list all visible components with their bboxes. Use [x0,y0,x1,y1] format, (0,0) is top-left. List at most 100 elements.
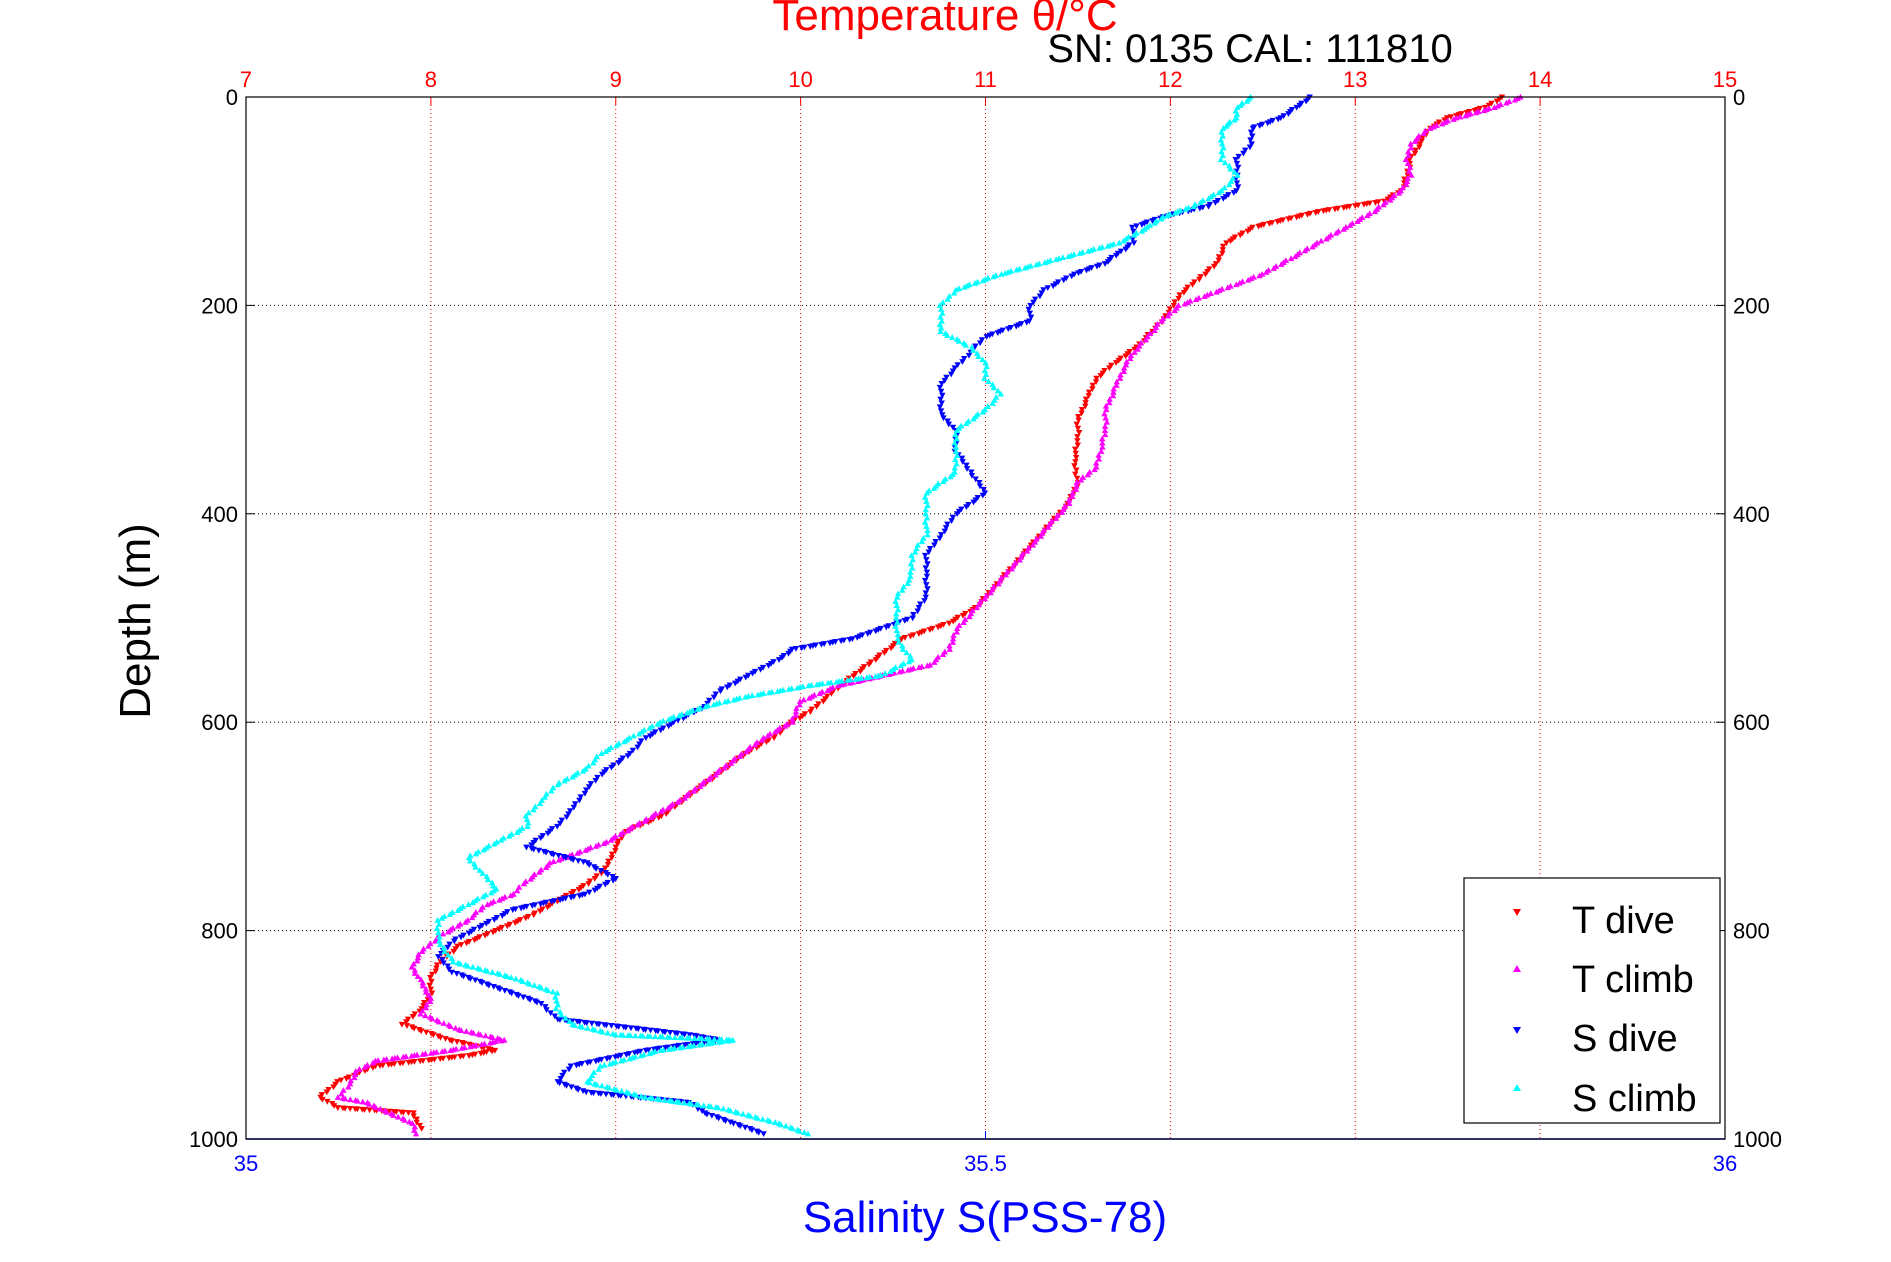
t-climb-point [1101,410,1108,417]
s-climb-point [554,781,561,788]
t-climb-point [447,1047,454,1053]
s-climb-point [691,1035,698,1041]
s-climb-point [484,876,492,883]
s-climb-point [921,518,929,525]
s-climb-point [990,384,997,391]
t-dive-point [612,848,619,854]
t-climb-point [486,1039,494,1046]
legend-entry-t-dive: T dive [1513,900,1675,942]
s-climb-point [765,689,773,696]
s-climb-point [975,353,982,360]
t-climb-point [806,695,813,701]
t-climb-point [351,1074,358,1081]
s-climb-point [1218,128,1225,135]
t-climb-point [1402,156,1410,163]
t-dive-point [1196,276,1203,283]
s-climb-point [646,1033,654,1039]
t-climb-point [423,1001,430,1008]
t-dive-point [457,942,465,948]
s-climb-point [593,1081,601,1088]
t-climb-point [427,995,435,1001]
s-climb-point [833,678,840,685]
t-dive-point [426,982,433,989]
s-dive-point [1302,98,1310,105]
s-dive-point [518,905,525,912]
t-dive-point [409,1014,417,1020]
t-dive-point [496,926,503,933]
s-climb-point [1002,269,1009,276]
s-climb-point [661,1096,668,1103]
t-climb-point [1244,276,1252,283]
t-climb-point [1403,178,1411,184]
t-dive-point [437,1034,444,1041]
s-dive-point [550,851,557,858]
s-dive-point [926,545,934,552]
t-dive-point [1075,417,1082,424]
s-climb-point [990,273,997,280]
s-dive-point [446,941,453,948]
t-dive-point [1073,475,1081,482]
s-climb-point [675,1099,683,1105]
s-climb-point [952,431,959,438]
s-climb-point [710,701,717,708]
s-dive-point [570,804,578,811]
s-climb-point [491,840,498,847]
s-dive-point [917,601,924,608]
t-climb-point [414,973,422,980]
t-climb-point [365,1100,373,1107]
t-climb-point [1309,243,1316,250]
t-dive-point [820,698,827,705]
t-climb-point [412,1130,420,1137]
s-dive-point [1232,156,1239,163]
s-climb-point [549,988,557,995]
s-climb-point [979,408,987,415]
t-dive-point [405,1059,412,1066]
s-climb-point [899,587,906,593]
s-dive-point [472,977,479,984]
s-dive-point [765,662,772,669]
s-dive-point [923,573,931,580]
t-dive-point [608,851,616,858]
s-climb-point [872,673,879,679]
s-dive-point [608,1023,615,1029]
t-climb-point [736,753,743,759]
s-climb-point [892,623,899,629]
t-dive-point [1085,393,1092,399]
s-dive-point [1027,302,1034,309]
s-climb-point [665,716,672,723]
s-dive-point [529,903,536,909]
s-climb-point [1223,122,1230,129]
t-climb-point [1430,123,1437,130]
s-climb-point [909,556,916,563]
s-dive-point [542,849,550,856]
s-dive-point [520,994,527,1001]
s-dive-point [938,380,945,387]
t-climb-point [966,613,973,620]
s-climb-point [633,1092,640,1098]
s-dive-point [846,636,853,643]
t-dive-point [416,1122,423,1129]
s-climb-point [612,1031,619,1038]
t-climb-point [574,849,581,856]
s-dive-point [976,340,984,347]
s-climb-point [656,1096,663,1103]
s-dive-point [557,1076,564,1082]
t-dive-point [1073,467,1080,474]
s-climb-point [488,889,495,896]
legend-entry-s-dive: S dive [1513,1018,1678,1060]
s-climb-point [742,693,749,700]
s-climb-point [497,836,505,843]
t-climb-point [751,741,759,748]
s-dive-point [937,388,945,395]
t-climb-point [1073,482,1080,489]
s-climb-point [598,750,605,757]
s-dive-point [970,499,977,506]
t-climb-point [789,715,796,722]
s-dive-point [959,459,966,465]
t-dive-point [1072,459,1079,465]
s-dive-point [537,901,544,908]
s-dive-point [775,657,783,663]
s-climb-point [1215,189,1223,196]
t-dive-point [1416,141,1424,148]
t-climb-point [383,1108,391,1115]
